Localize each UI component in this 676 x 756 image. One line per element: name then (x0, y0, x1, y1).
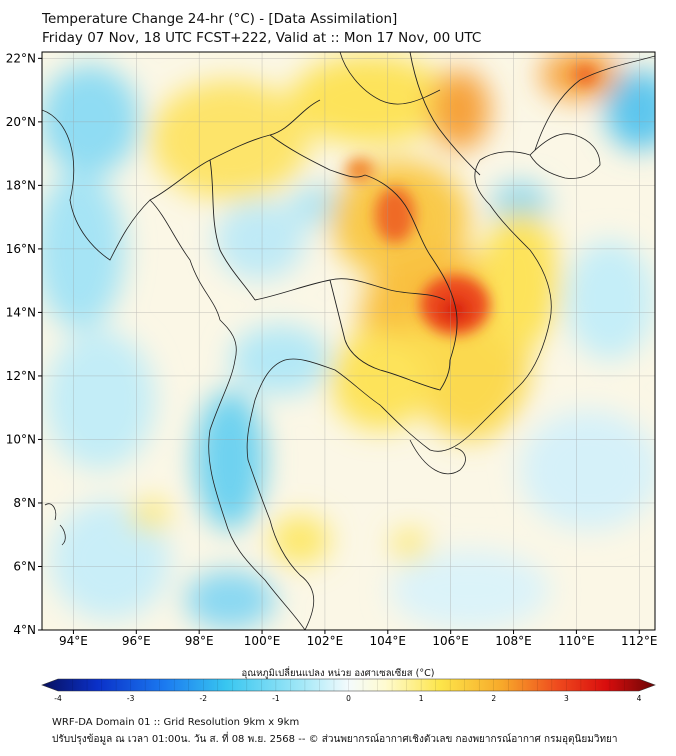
temperature-field (42, 52, 655, 630)
lon-label: 98°E (185, 634, 214, 648)
map-title: Temperature Change 24-hr (°C) - [Data As… (42, 11, 398, 27)
lat-label: 6°N (13, 559, 36, 573)
lat-label: 14°N (6, 305, 36, 319)
footer-model-info: WRF-DA Domain 01 :: Grid Resolution 9km … (52, 717, 300, 728)
colorbar-ticks: -4 -3 -2 -1 0 1 2 3 4 (54, 694, 641, 703)
lat-label: 8°N (13, 496, 36, 510)
lon-label: 100°E (244, 634, 281, 648)
lat-label: 22°N (6, 51, 36, 65)
lon-label: 106°E (432, 634, 469, 648)
colorbar-tick-label: 1 (419, 694, 424, 703)
longitude-axis: 94°E 96°E 98°E 100°E 102°E 104°E 106°E 108°E 110… (59, 630, 658, 648)
coastlines (42, 52, 655, 630)
colorbar-tick-label: 3 (564, 694, 569, 703)
lon-label: 112°E (621, 634, 658, 648)
map-frame (41, 51, 656, 631)
colorbar-tick-label: 4 (637, 694, 642, 703)
lon-label: 108°E (495, 634, 532, 648)
map-gridlines (42, 52, 655, 631)
map-subtitle: Friday 07 Nov, 18 UTC FCST+222, Valid at… (42, 30, 482, 46)
colorbar-tick-label: -1 (272, 694, 280, 703)
lon-label: 96°E (122, 634, 151, 648)
lon-label: 110°E (558, 634, 595, 648)
lat-label: 12°N (6, 369, 36, 383)
lon-label: 104°E (370, 634, 407, 648)
colorbar-tick-label: 2 (491, 694, 496, 703)
lat-label: 4°N (13, 623, 36, 637)
colorbar-title: อุณหภูมิเปลี่ยนแปลง หน่วย องศาเซลเซียส (… (241, 668, 435, 679)
lat-label: 10°N (6, 432, 36, 446)
lon-label: 94°E (59, 634, 88, 648)
lat-label: 18°N (6, 178, 36, 192)
colorbar-tick-label: 0 (346, 694, 351, 703)
colorbar-tick-label: -3 (127, 694, 135, 703)
lon-label: 102°E (307, 634, 344, 648)
latitude-axis: 22°N 20°N 18°N 16°N 14°N 12°N 10°N 8°N 6°N 4°N (6, 51, 42, 637)
lat-label: 20°N (6, 115, 36, 129)
colorbar-tick-label: -4 (54, 694, 62, 703)
lat-label: 16°N (6, 242, 36, 256)
colorbar-tick-label: -2 (200, 694, 208, 703)
colorbar (41, 678, 656, 692)
footer-credit: ปรับปรุงข้อมูล ณ เวลา 01:00น. วัน ส. ที่… (52, 734, 618, 745)
country-borders (149, 52, 481, 391)
